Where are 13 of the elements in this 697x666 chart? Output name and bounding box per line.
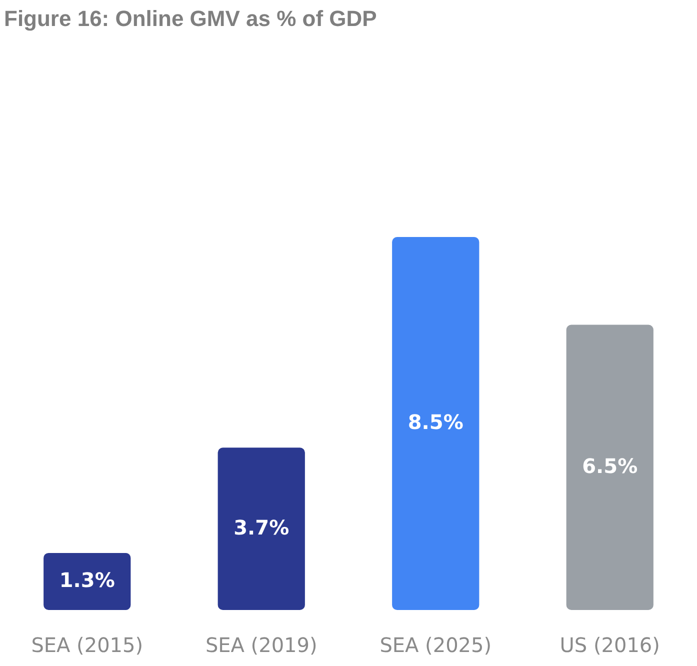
bar (44, 552, 131, 610)
x-tick-label: SEA (2019) (205, 633, 318, 657)
x-tick-label: SEA (2015) (31, 633, 144, 657)
data-label: 8.5% (408, 410, 464, 434)
data-label: 1.3% (59, 568, 115, 592)
x-tick-label: SEA (2025) (380, 633, 492, 657)
data-label: 3.7% (234, 515, 290, 540)
bar (218, 448, 305, 610)
bar (566, 324, 654, 610)
chart-title: Figure 16: Online GMV as % of GDP (4, 6, 377, 31)
x-tick-label: US (2016) (560, 633, 660, 657)
bar (392, 237, 480, 610)
data-label: 6.5% (582, 454, 638, 478)
